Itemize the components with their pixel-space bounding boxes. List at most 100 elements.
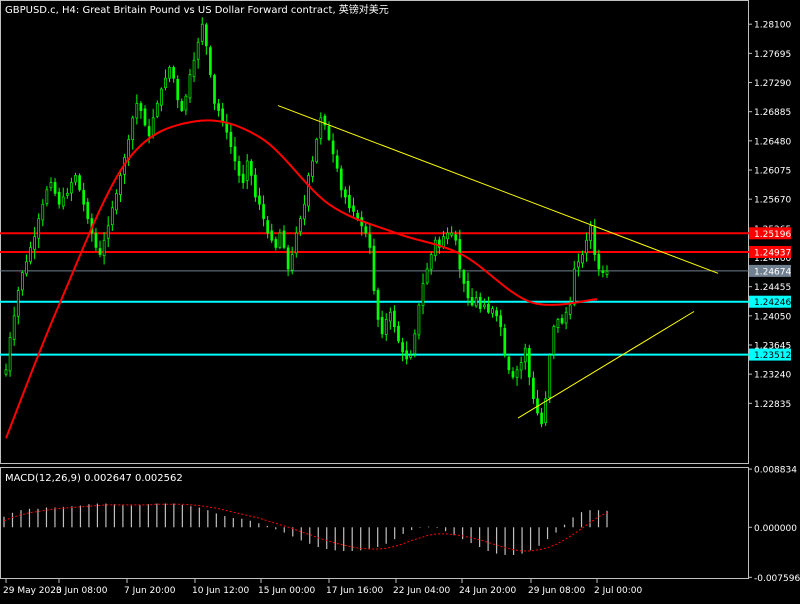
candle-body [544,398,548,423]
macd-bar [3,516,5,528]
level-tag-label: 1.24937 [754,248,791,258]
candle [16,286,20,325]
candle [589,221,592,249]
candle [425,262,429,285]
candle [282,225,286,250]
candle-body [258,195,261,205]
macd-bar [181,504,183,528]
candle-body [605,270,609,275]
candle-body [209,47,212,75]
candle-body [82,189,86,205]
candle-body [168,67,171,79]
candle-body [540,412,543,425]
candle [364,222,368,238]
level-tag-label: 1.24246 [754,298,791,308]
candle-body [335,155,339,169]
candle [372,238,376,295]
candle-body [196,41,200,60]
candle [474,291,478,308]
candle [196,37,200,69]
candle-body [200,23,204,42]
candle-body [65,193,69,196]
candle-body [160,88,163,106]
candle-body [601,270,605,273]
candle-body [462,270,466,284]
macd-bar [512,527,515,555]
candle [482,298,486,310]
candle-body [4,369,8,375]
time-tick-label: 15 Jun 00:00 [258,586,315,596]
price-tick-label: 1.24455 [754,283,791,293]
candle-body [585,239,588,254]
candle [597,249,601,276]
candle-body [139,103,143,111]
level-tag-bg [749,245,791,258]
macd-bar [521,527,523,554]
candle [462,268,466,293]
candle [160,87,163,112]
candle-body [102,239,106,256]
price-tick-label: 1.24860 [754,254,791,264]
candle-body [86,201,90,219]
candle-body [164,77,167,88]
macd-pane-frame [0,467,749,579]
candle [131,115,135,150]
macd-bar [79,505,82,528]
candle [45,185,49,207]
macd-bar [411,527,413,530]
macd-bar [275,527,277,530]
macd-bar [28,508,31,528]
level-tag-label: 1.25196 [754,230,791,240]
candle-body [110,207,114,226]
candle [515,365,519,386]
candle-body [593,226,597,255]
candle [348,185,351,213]
macd-bar [360,527,362,551]
candle [4,363,8,377]
candle-body [368,234,372,248]
macd-bar [351,527,353,551]
macd-bar [402,527,404,534]
candle-body [523,347,527,363]
candle-body [356,212,359,219]
candle [12,306,16,346]
candle-body [147,126,151,137]
candle-body [482,304,486,308]
candle-body [98,248,102,255]
candle-body [37,218,41,239]
macd-bar [334,527,336,551]
candle-body [245,160,249,181]
macd-bar [45,507,48,528]
macd-bar [147,504,149,528]
macd-bar [130,505,132,528]
candle [155,100,159,119]
candle-body [568,304,572,315]
candle [258,187,261,210]
trendline-ascending [517,311,695,419]
candle [213,73,216,111]
moving-average-line [5,119,598,439]
macd-bar [88,504,90,528]
candle [180,98,184,113]
macd-axis: 0.008834 0.000000 -0.007596 [749,466,800,584]
candle [421,273,425,315]
candle [278,228,282,249]
level-tag-bg [749,348,791,361]
candle-body [397,325,400,342]
candle [527,344,531,386]
candle [184,94,188,115]
macd-bar [11,512,14,528]
candle-body [519,362,523,371]
candle-body [405,350,409,360]
time-tick-label: 29 Jun 08:00 [528,586,585,596]
candle [491,306,494,318]
macd-bar [164,503,166,528]
trendlines [277,105,719,419]
price-tick-label: 1.26885 [754,108,791,118]
candle [568,296,572,320]
macd-bar [54,507,56,528]
candle [388,307,392,330]
macd-bar [249,520,251,528]
